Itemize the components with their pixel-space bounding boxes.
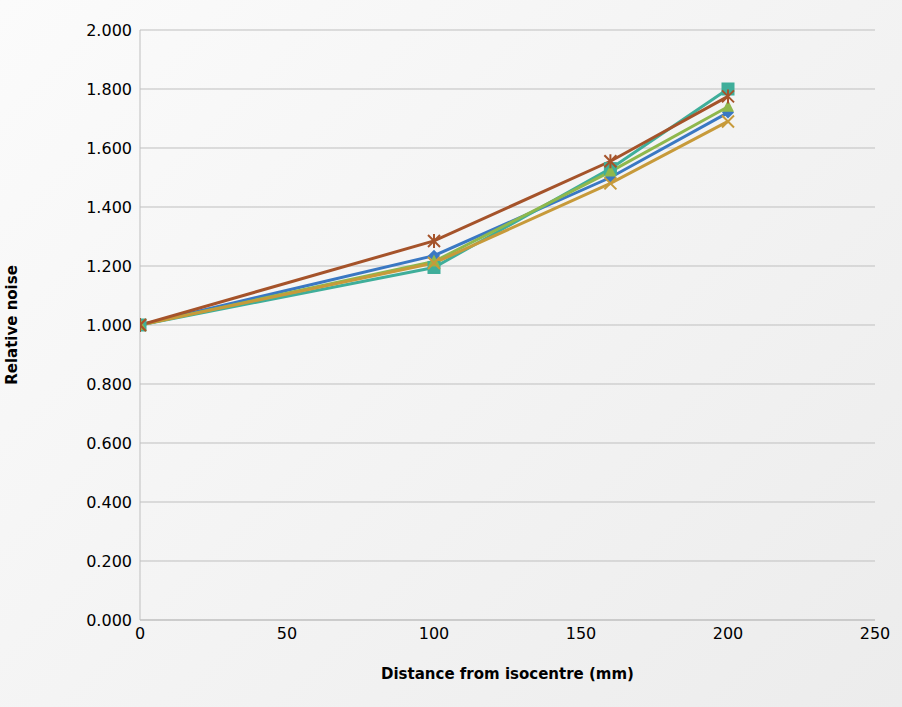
svg-text:1.800: 1.800	[86, 80, 132, 99]
svg-text:0.600: 0.600	[86, 434, 132, 453]
svg-text:200: 200	[713, 624, 744, 643]
svg-text:1.200: 1.200	[86, 257, 132, 276]
svg-text:1.600: 1.600	[86, 139, 132, 158]
svg-text:50: 50	[277, 624, 297, 643]
svg-text:Distance from isocentre (mm): Distance from isocentre (mm)	[381, 665, 634, 683]
svg-text:0.800: 0.800	[86, 375, 132, 394]
svg-text:250: 250	[860, 624, 891, 643]
svg-text:0: 0	[135, 624, 145, 643]
svg-text:100: 100	[419, 624, 450, 643]
svg-text:0.200: 0.200	[86, 552, 132, 571]
svg-text:Relative noise: Relative noise	[3, 265, 21, 385]
svg-text:1.400: 1.400	[86, 198, 132, 217]
svg-text:150: 150	[566, 624, 597, 643]
svg-text:2.000: 2.000	[86, 21, 132, 40]
svg-text:0.400: 0.400	[86, 493, 132, 512]
svg-text:0.000: 0.000	[86, 611, 132, 630]
svg-text:1.000: 1.000	[86, 316, 132, 335]
